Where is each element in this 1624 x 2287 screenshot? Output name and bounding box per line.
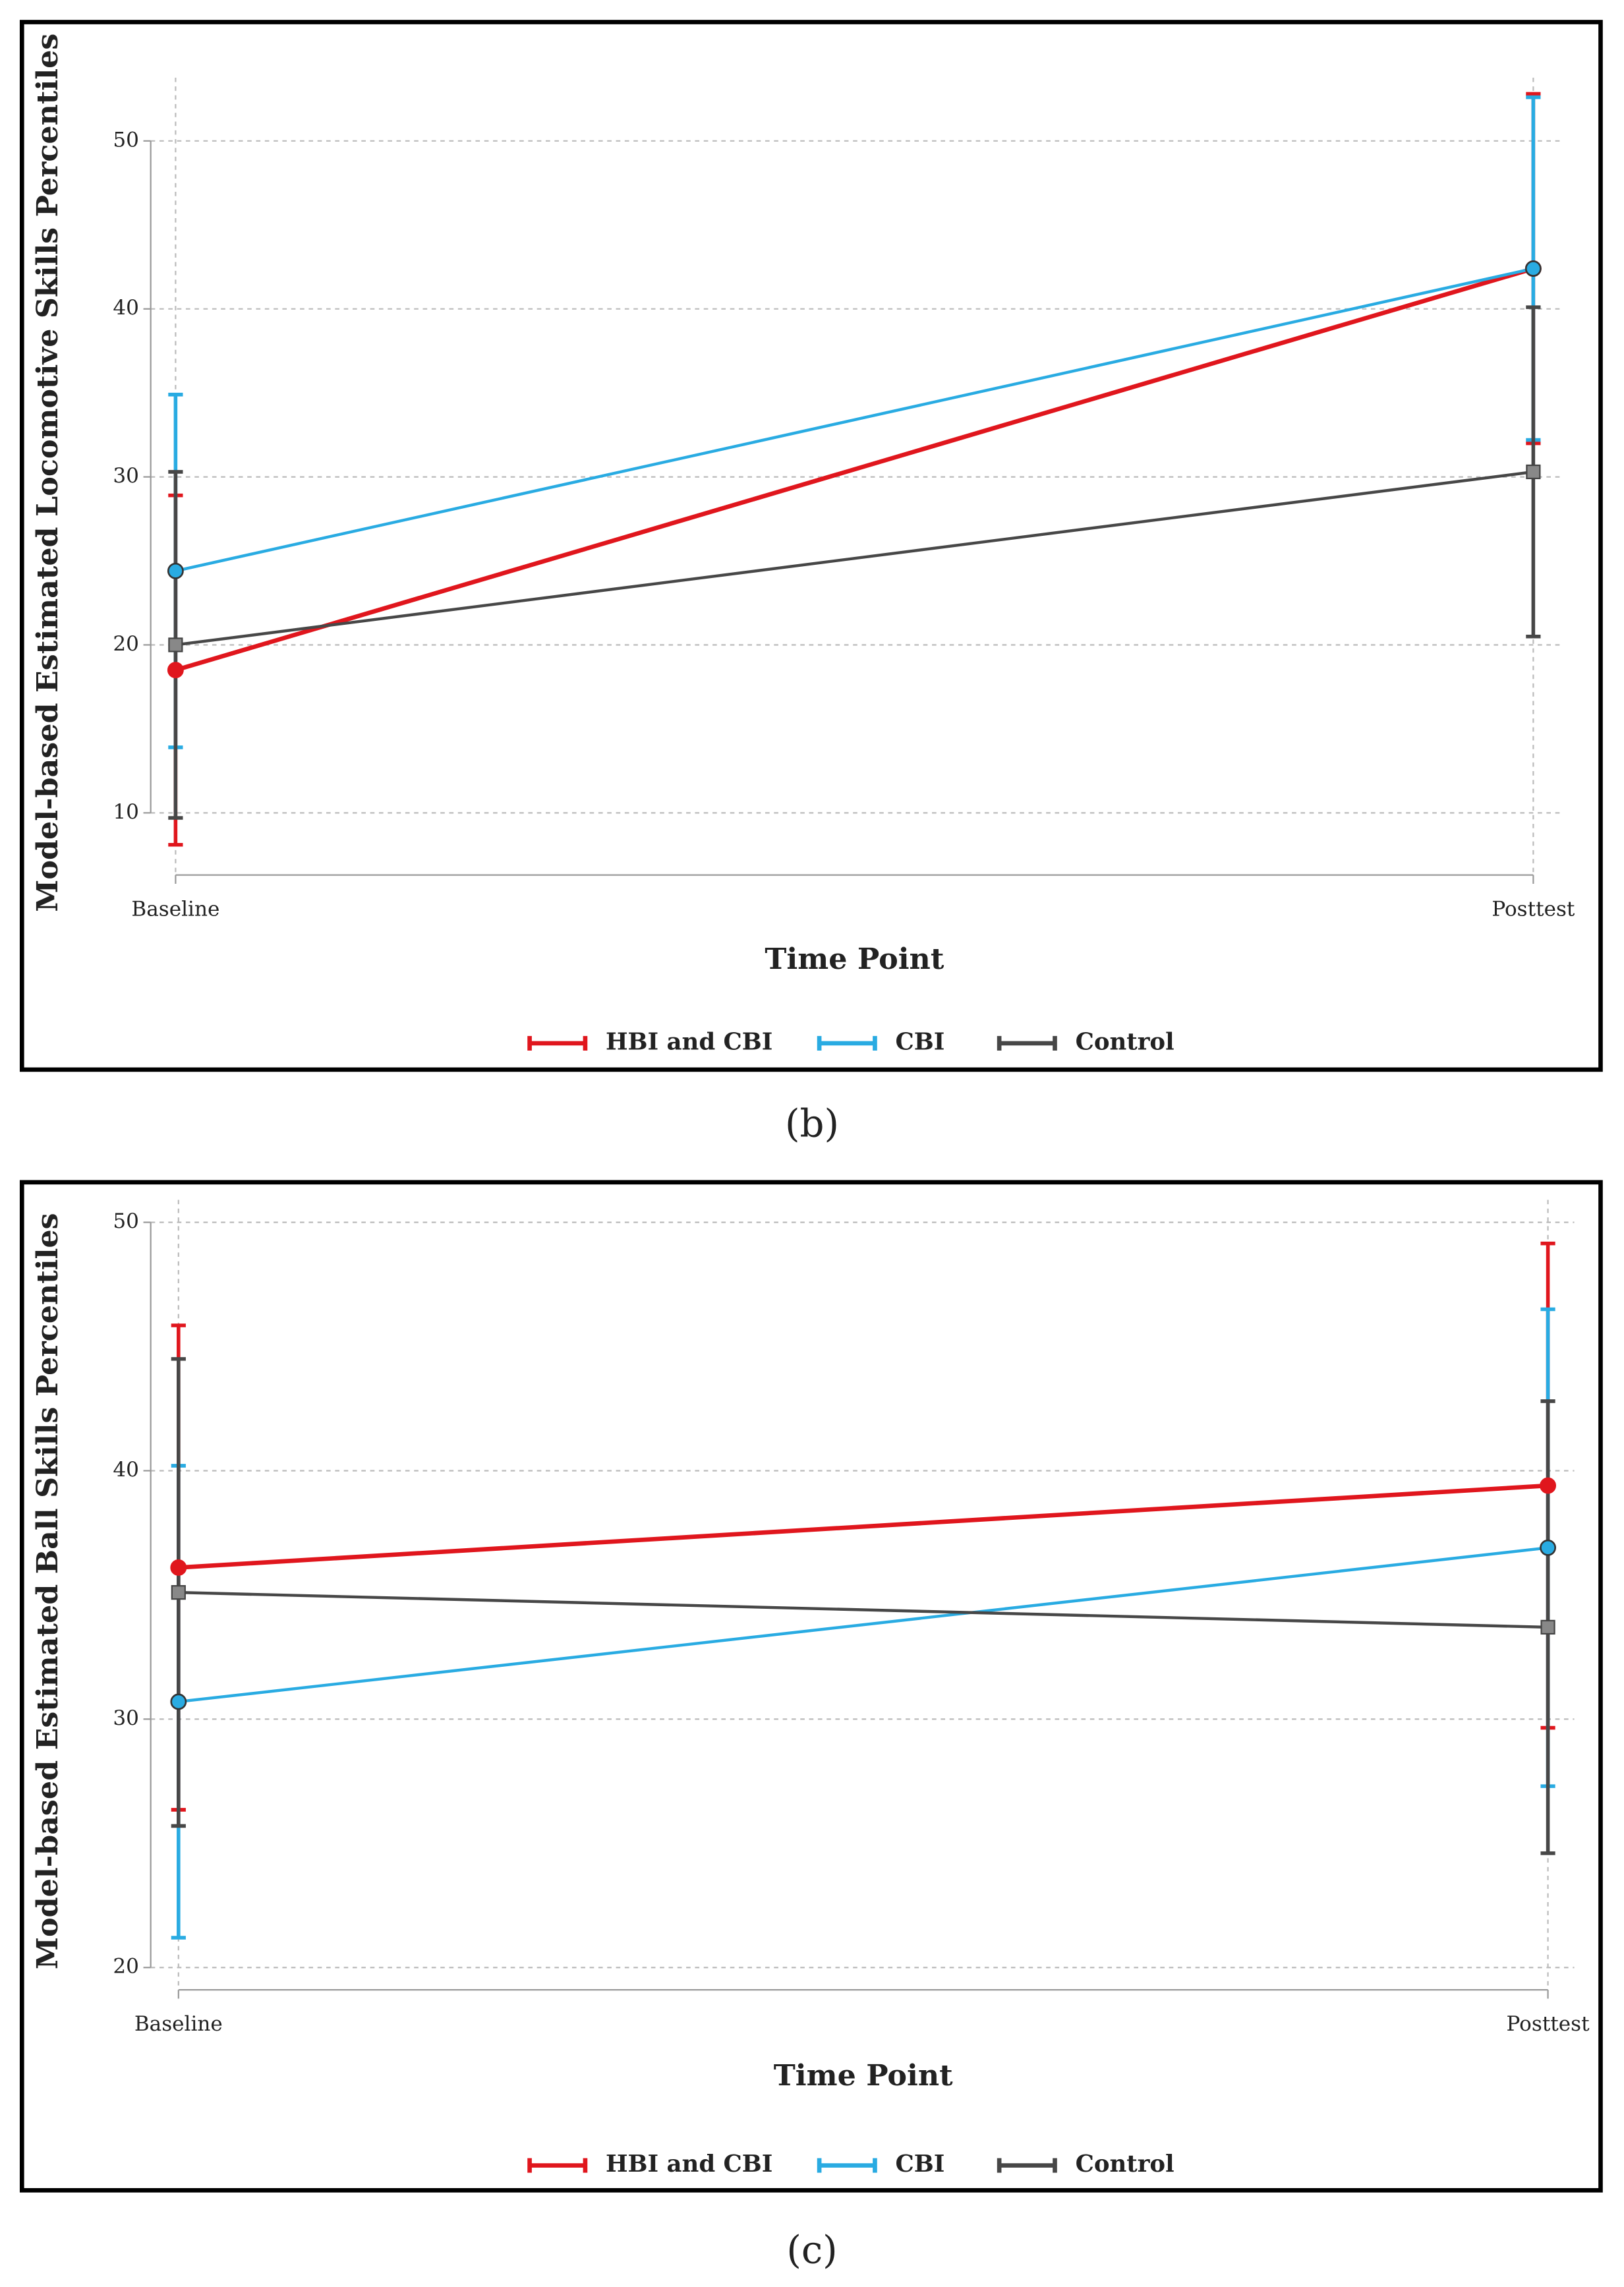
y-tick-label: 40 [113, 296, 139, 320]
caption: (c) [786, 2228, 837, 2273]
y-axis-title: Model-based Estimated Locomotive Skills … [30, 34, 65, 912]
marker [1524, 260, 1542, 277]
series-line [175, 470, 1534, 647]
marker [171, 1585, 186, 1600]
legend-label: CBI [896, 1028, 945, 1055]
legend-swatch [817, 1035, 877, 1051]
y-tick-label: 30 [113, 464, 139, 488]
chart: 20 30 40 50 Baseline Posttest Time Point Model-… [19, 1180, 1603, 2273]
legend-swatch [997, 1035, 1057, 1051]
chart-frame [19, 20, 1603, 1072]
y-tick-label: 30 [113, 1706, 139, 1730]
legend-swatch [527, 2158, 588, 2173]
y-tick-label: 20 [113, 1955, 139, 1979]
series-line [178, 1590, 1548, 1629]
marker [167, 662, 184, 679]
y-tick-label: 50 [113, 128, 139, 152]
series-line [178, 1483, 1548, 1570]
x-axis-title: Time Point [765, 942, 944, 976]
x-axis-title: Time Point [774, 2058, 953, 2093]
marker [170, 1693, 187, 1710]
legend-label: HBI and CBI [606, 2151, 772, 2178]
y-tick-label: 40 [113, 1458, 139, 1482]
marker [1540, 1539, 1557, 1556]
x-tick-label: Baseline [134, 2012, 223, 2036]
marker [1540, 1477, 1557, 1494]
marker [1526, 464, 1541, 480]
chart: 10 20 30 40 50 Baseline Posttest Time Point Mode… [19, 20, 1603, 1145]
caption: (b) [785, 1101, 839, 1145]
series-line [178, 1546, 1548, 1704]
chart-frame [19, 1180, 1603, 2193]
x-tick-label: Posttest [1492, 897, 1575, 921]
series-line [175, 266, 1534, 672]
marker [170, 1559, 187, 1576]
legend-label: CBI [896, 2151, 945, 2178]
series-line [175, 267, 1534, 573]
y-tick-label: 10 [113, 800, 139, 824]
legend-swatch [527, 1035, 588, 1051]
y-tick-label: 50 [113, 1209, 139, 1233]
y-axis-title: Model-based Estimated Ball Skills Percen… [30, 1213, 65, 1969]
y-tick-label: 20 [113, 632, 139, 656]
legend-label: Control [1076, 2151, 1174, 2178]
x-tick-label: Baseline [131, 897, 219, 921]
legend-swatch [817, 2158, 877, 2173]
legend-label: HBI and CBI [606, 1028, 772, 1055]
x-tick-label: Posttest [1507, 2012, 1590, 2036]
marker [168, 637, 183, 652]
legend-swatch [997, 2158, 1057, 2173]
legend-label: Control [1076, 1028, 1174, 1055]
marker [167, 562, 184, 579]
marker [1540, 1619, 1555, 1635]
